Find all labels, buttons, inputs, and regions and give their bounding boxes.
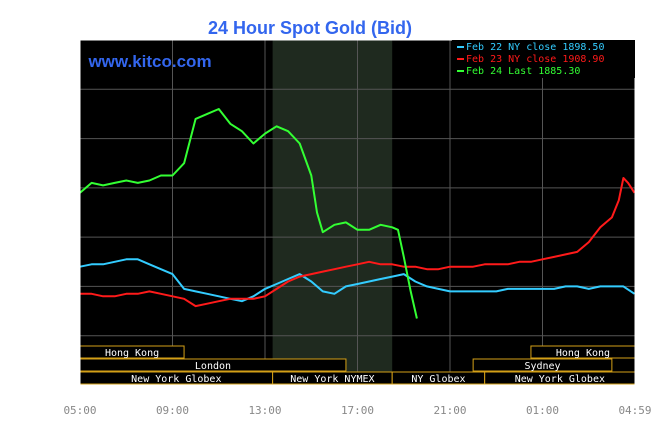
session-label: New York NYMEX xyxy=(290,374,374,385)
session-band xyxy=(472,358,613,372)
x-tick-label-gmt: 21:00 xyxy=(433,404,466,417)
y-tick-label: 1880.0 xyxy=(38,330,78,343)
session-label: Hong Kong xyxy=(105,348,159,359)
legend-box xyxy=(452,40,635,78)
nymex-shaded-region xyxy=(272,40,393,385)
watermark: www.kitco.com xyxy=(87,52,211,71)
legend-entry: Feb 24 Last 1885.30 xyxy=(466,66,580,77)
x-axis-label-ny: NY Time xyxy=(18,394,60,405)
y-axis-tick-labels: 2000.0 1980.0 1960.0 1940.0 1920.0 1900.0 1880… xyxy=(38,34,78,392)
session-label: NY Globex xyxy=(411,374,465,385)
y-tick-label: 1920.0 xyxy=(38,231,78,244)
x-tick-label-gmt: 17:00 xyxy=(341,404,374,417)
x-axis-label-gmt: GMT xyxy=(28,406,46,417)
date-label: February 24, 2022 14:34 xyxy=(463,26,616,39)
x-tick-label-ny: 04:00 xyxy=(156,392,189,405)
x-tick-label-ny: 20:00 xyxy=(526,392,559,405)
y-axis-label: USD/oz xyxy=(38,18,78,31)
session-label: Hong Kong xyxy=(556,348,610,359)
x-tick-label-ny: 23:59 xyxy=(618,392,651,405)
session-label: New York Globex xyxy=(131,374,221,385)
x-tick-label-gmt: 01:00 xyxy=(526,404,559,417)
y-tick-label: 1960.0 xyxy=(38,133,78,146)
series-line xyxy=(80,177,636,308)
session-label: Sydney xyxy=(524,361,560,372)
legend-entry: Feb 23 NY close 1908.90 xyxy=(466,54,604,65)
chart-title: 24 Hour Spot Gold (Bid) xyxy=(208,18,412,38)
x-tick-label-ny: 00:00 xyxy=(63,392,96,405)
x-tick-label-gmt: 13:00 xyxy=(248,404,281,417)
x-tick-label-gmt: 05:00 xyxy=(63,404,96,417)
legend-entry: Feb 22 NY close 1898.50 xyxy=(466,42,604,53)
y-tick-label: 1940.0 xyxy=(38,182,78,195)
session-label: New York Globex xyxy=(515,374,605,385)
series-lines xyxy=(79,108,636,319)
y-tick-label: 1900.0 xyxy=(38,280,78,293)
y-tick-label: 1860.0 xyxy=(38,379,78,392)
x-tick-label-ny: 16:00 xyxy=(433,392,466,405)
x-tick-label-ny: 12:00 xyxy=(341,392,374,405)
x-tick-label-gmt: 09:00 xyxy=(156,404,189,417)
series-line xyxy=(79,258,636,303)
y-tick-label: 1980.0 xyxy=(38,83,78,96)
y-tick-label: 2000.0 xyxy=(38,34,78,47)
plot-border xyxy=(79,39,636,386)
x-tick-label-gmt: 04:59 xyxy=(618,404,651,417)
series-line xyxy=(79,108,418,319)
x-tick-label-ny: 08:00 xyxy=(248,392,281,405)
session-label: London xyxy=(195,361,231,372)
